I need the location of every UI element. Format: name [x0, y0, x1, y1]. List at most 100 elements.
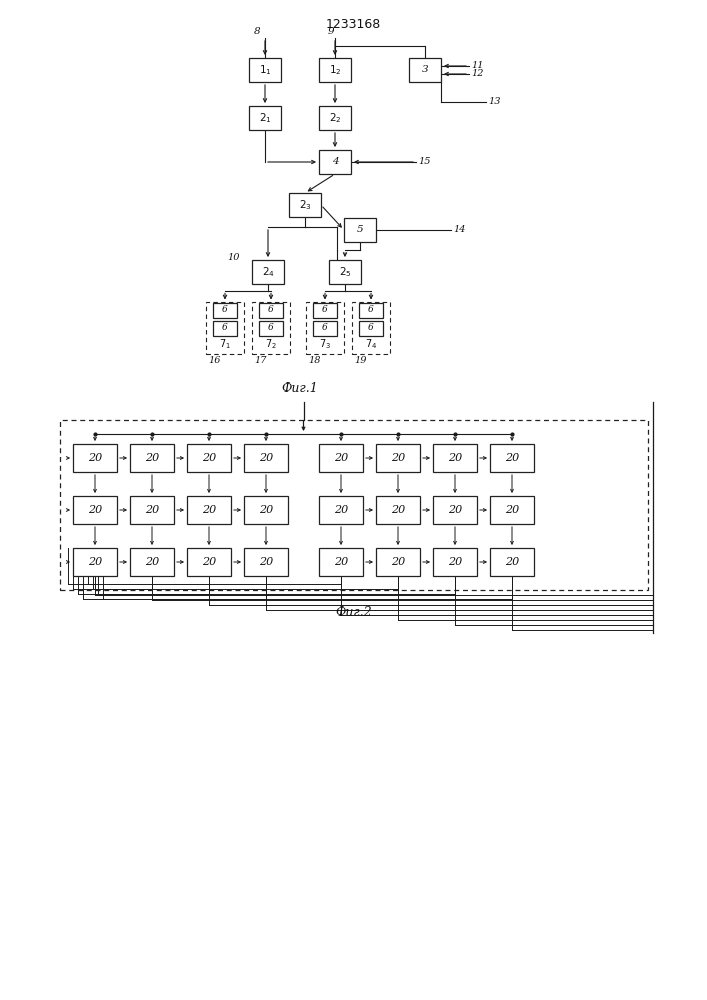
FancyBboxPatch shape — [244, 548, 288, 576]
Text: 20: 20 — [334, 557, 348, 567]
Bar — [352, 302, 390, 354]
FancyBboxPatch shape — [409, 58, 441, 82]
FancyBboxPatch shape — [376, 496, 420, 524]
FancyBboxPatch shape — [313, 320, 337, 336]
Text: 20: 20 — [202, 505, 216, 515]
FancyBboxPatch shape — [344, 218, 376, 242]
Text: 20: 20 — [202, 557, 216, 567]
FancyBboxPatch shape — [252, 260, 284, 284]
Text: 20: 20 — [505, 453, 519, 463]
Text: 13: 13 — [488, 97, 501, 105]
Text: 18: 18 — [308, 356, 320, 365]
FancyBboxPatch shape — [213, 302, 237, 318]
FancyBboxPatch shape — [359, 320, 383, 336]
Text: 1233168: 1233168 — [325, 18, 380, 31]
Text: 19: 19 — [354, 356, 366, 365]
FancyBboxPatch shape — [73, 444, 117, 472]
FancyBboxPatch shape — [244, 496, 288, 524]
Text: 20: 20 — [391, 453, 405, 463]
FancyBboxPatch shape — [490, 548, 534, 576]
FancyBboxPatch shape — [130, 496, 174, 524]
Bar — [60, 420, 648, 590]
Text: 20: 20 — [259, 453, 273, 463]
Text: 20: 20 — [145, 557, 159, 567]
FancyBboxPatch shape — [490, 496, 534, 524]
Text: $7_4$: $7_4$ — [365, 337, 377, 351]
Text: 20: 20 — [145, 505, 159, 515]
Text: 20: 20 — [391, 557, 405, 567]
Text: 20: 20 — [334, 453, 348, 463]
Text: 20: 20 — [259, 505, 273, 515]
Text: 20: 20 — [202, 453, 216, 463]
Text: 12: 12 — [471, 68, 484, 78]
FancyBboxPatch shape — [289, 193, 321, 217]
Text: $1_1$: $1_1$ — [259, 63, 271, 77]
FancyBboxPatch shape — [259, 302, 283, 318]
FancyBboxPatch shape — [187, 496, 231, 524]
FancyBboxPatch shape — [249, 106, 281, 130]
FancyBboxPatch shape — [433, 444, 477, 472]
Text: 20: 20 — [88, 557, 102, 567]
Text: 4: 4 — [332, 157, 339, 166]
Text: $7_1$: $7_1$ — [219, 337, 231, 351]
Text: 20: 20 — [334, 505, 348, 515]
Text: $2_4$: $2_4$ — [262, 265, 274, 279]
FancyBboxPatch shape — [329, 260, 361, 284]
Text: $1_2$: $1_2$ — [329, 63, 341, 77]
Text: 11: 11 — [471, 60, 484, 70]
Text: 3: 3 — [421, 66, 428, 75]
FancyBboxPatch shape — [319, 496, 363, 524]
FancyBboxPatch shape — [249, 58, 281, 82]
Text: 6: 6 — [322, 324, 328, 332]
Text: 20: 20 — [505, 505, 519, 515]
Bar — [206, 302, 244, 354]
Text: 9: 9 — [327, 27, 334, 36]
FancyBboxPatch shape — [433, 496, 477, 524]
Bar — [306, 302, 344, 354]
Text: $7_2$: $7_2$ — [265, 337, 277, 351]
FancyBboxPatch shape — [319, 106, 351, 130]
FancyBboxPatch shape — [244, 444, 288, 472]
FancyBboxPatch shape — [319, 58, 351, 82]
Text: 20: 20 — [448, 453, 462, 463]
FancyBboxPatch shape — [433, 548, 477, 576]
Text: 20: 20 — [259, 557, 273, 567]
Text: 16: 16 — [208, 356, 221, 365]
FancyBboxPatch shape — [319, 548, 363, 576]
Text: 15: 15 — [418, 156, 431, 165]
Text: 6: 6 — [222, 306, 228, 314]
FancyBboxPatch shape — [259, 320, 283, 336]
Text: 17: 17 — [254, 356, 267, 365]
FancyBboxPatch shape — [319, 150, 351, 174]
FancyBboxPatch shape — [313, 302, 337, 318]
Text: 20: 20 — [448, 557, 462, 567]
FancyBboxPatch shape — [376, 444, 420, 472]
Text: 6: 6 — [368, 324, 374, 332]
FancyBboxPatch shape — [73, 496, 117, 524]
Text: $2_2$: $2_2$ — [329, 111, 341, 125]
FancyBboxPatch shape — [187, 444, 231, 472]
Text: $2_1$: $2_1$ — [259, 111, 271, 125]
Text: 6: 6 — [222, 324, 228, 332]
Text: $2_3$: $2_3$ — [298, 198, 311, 212]
Bar — [252, 302, 290, 354]
Text: 20: 20 — [448, 505, 462, 515]
FancyBboxPatch shape — [130, 548, 174, 576]
Text: 20: 20 — [145, 453, 159, 463]
Text: 20: 20 — [88, 453, 102, 463]
Text: 6: 6 — [268, 324, 274, 332]
Text: 20: 20 — [391, 505, 405, 515]
Text: 20: 20 — [88, 505, 102, 515]
FancyBboxPatch shape — [213, 320, 237, 336]
Text: 6: 6 — [368, 306, 374, 314]
FancyBboxPatch shape — [130, 444, 174, 472]
FancyBboxPatch shape — [73, 548, 117, 576]
Text: $2_5$: $2_5$ — [339, 265, 351, 279]
FancyBboxPatch shape — [376, 548, 420, 576]
FancyBboxPatch shape — [187, 548, 231, 576]
FancyBboxPatch shape — [490, 444, 534, 472]
Text: $7_3$: $7_3$ — [319, 337, 331, 351]
FancyBboxPatch shape — [359, 302, 383, 318]
Text: Фиг.1: Фиг.1 — [281, 381, 318, 394]
FancyBboxPatch shape — [319, 444, 363, 472]
